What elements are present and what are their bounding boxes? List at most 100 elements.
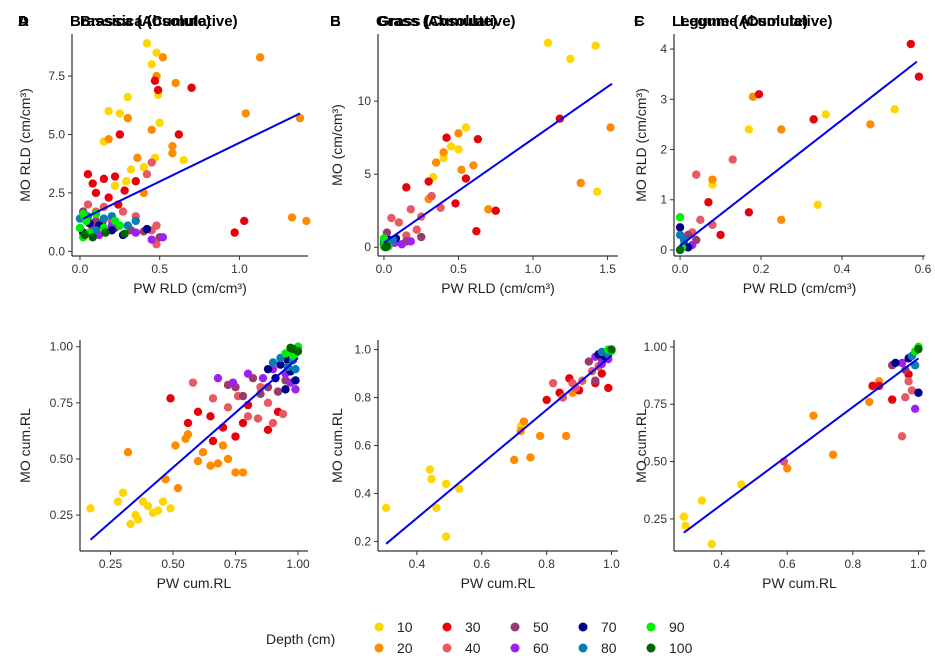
x-axis-label: PW RLD (cm/cm³) xyxy=(441,280,555,296)
data-point-depth-60 xyxy=(228,378,238,387)
y-tick-label: 0.0 xyxy=(48,244,65,258)
data-point-depth-10 xyxy=(425,465,435,474)
data-point-depth-70 xyxy=(107,226,117,235)
regression-line xyxy=(89,357,299,541)
data-point-depth-30 xyxy=(150,76,160,85)
y-axis-label: MO cum.RL xyxy=(633,408,649,483)
data-point-depth-10 xyxy=(179,155,188,165)
data-point-depth-10 xyxy=(439,153,448,163)
x-tick-label: 0.6 xyxy=(779,557,796,571)
legend-label: 20 xyxy=(397,640,413,656)
data-point-depth-20 xyxy=(198,448,208,457)
data-point-depth-10 xyxy=(890,105,899,114)
data-point-depth-10 xyxy=(147,60,156,69)
data-point-depth-10 xyxy=(86,504,95,513)
regression-line xyxy=(683,357,920,534)
data-point-depth-60 xyxy=(131,228,140,237)
x-tick-label: 0.6 xyxy=(473,557,490,571)
y-axis-label: MO RLD (cm/cm³) xyxy=(633,88,649,202)
data-point-depth-10 xyxy=(113,497,123,506)
legend-swatch xyxy=(646,622,656,632)
x-axis-label: PW cum.RL xyxy=(157,575,232,591)
data-point-depth-10 xyxy=(441,532,451,541)
data-point-depth-10 xyxy=(104,106,113,116)
data-point-depth-40 xyxy=(692,170,701,179)
data-point-depth-40 xyxy=(118,207,128,216)
panel-label: A xyxy=(18,13,29,30)
data-point-depth-10 xyxy=(679,512,689,521)
data-point-depth-40 xyxy=(427,191,436,201)
data-point-depth-40 xyxy=(412,225,421,234)
data-point-depth-30 xyxy=(442,133,451,142)
data-point-depth-30 xyxy=(183,418,193,428)
x-tick-label: 0.4 xyxy=(713,557,730,571)
panel-d: D Brassica (Cumulative) 0.25 0.50 0.75 1.00 0.… xyxy=(17,13,310,591)
data-point-depth-20 xyxy=(171,78,180,88)
data-point-depth-70 xyxy=(142,224,152,234)
data-point-depth-90 xyxy=(115,221,125,230)
data-point-depth-80 xyxy=(291,364,300,374)
data-point-depth-30 xyxy=(604,383,613,393)
data-point-depth-10 xyxy=(591,41,600,50)
data-point-depth-30 xyxy=(263,425,273,434)
data-point-depth-10 xyxy=(122,177,131,186)
data-point-depth-90 xyxy=(78,209,88,219)
data-point-depth-80 xyxy=(597,347,606,357)
data-point-depth-10 xyxy=(821,110,831,119)
data-point-depth-20 xyxy=(104,134,113,144)
y-tick-label: 7.5 xyxy=(48,69,65,83)
data-point-depth-30 xyxy=(193,407,203,417)
y-tick-label: 0.25 xyxy=(50,508,74,522)
legend-item-10: 10 xyxy=(374,619,413,635)
data-point-depth-10 xyxy=(566,54,575,64)
data-point-depth-70 xyxy=(263,364,273,374)
panel-title: Legume (Cumulative) xyxy=(680,13,833,30)
data-point-depth-60 xyxy=(147,235,156,244)
y-tick-label: 0 xyxy=(364,240,371,254)
data-point-depth-20 xyxy=(183,430,193,439)
legend-item-20: 20 xyxy=(374,640,413,656)
legend-label: 40 xyxy=(465,640,481,656)
legend-label: 100 xyxy=(669,640,693,656)
x-tick-label: 0.2 xyxy=(753,262,770,276)
legend-swatch xyxy=(510,643,520,653)
data-point-depth-70 xyxy=(683,243,693,252)
data-point-depth-90 xyxy=(675,213,685,222)
data-point-depth-30 xyxy=(230,228,239,237)
x-tick-label: 0.8 xyxy=(538,557,555,571)
legend-swatch xyxy=(578,643,588,653)
data-point-depth-20 xyxy=(777,215,786,225)
panel-label: F xyxy=(634,13,643,30)
regression-line xyxy=(679,60,918,247)
data-point-depth-20 xyxy=(133,153,142,163)
data-point-depth-100 xyxy=(120,229,129,238)
legend-label: 30 xyxy=(465,619,481,635)
panel-title: Legume (Absolute) xyxy=(672,13,808,30)
x-axis-label: PW cum.RL xyxy=(461,575,536,591)
x-tick-label: 0.5 xyxy=(151,262,168,276)
data-point-depth-20 xyxy=(519,417,529,426)
y-tick-label: 1.00 xyxy=(644,340,668,354)
data-point-depth-70 xyxy=(675,223,685,232)
regression-line xyxy=(82,112,301,220)
legend-swatch xyxy=(374,622,384,632)
x-tick-label: 0.4 xyxy=(409,557,426,571)
y-tick-label: 0.6 xyxy=(354,439,371,453)
data-point-depth-20 xyxy=(469,161,478,170)
data-point-depth-10 xyxy=(543,38,553,47)
data-point-depth-30 xyxy=(716,230,725,240)
data-point-depth-40 xyxy=(897,432,907,441)
x-axis-label: PW cum.RL xyxy=(762,575,837,591)
y-tick-label: 2 xyxy=(660,143,667,157)
y-tick-label: 1.00 xyxy=(50,340,74,354)
data-point-depth-40 xyxy=(147,158,156,167)
data-point-depth-20 xyxy=(158,53,168,62)
y-axis-label: MO (cm/cm³) xyxy=(329,104,345,186)
legend-swatch xyxy=(374,643,384,653)
data-point-depth-20 xyxy=(454,129,463,138)
data-point-depth-20 xyxy=(223,454,233,464)
data-point-depth-10 xyxy=(166,504,175,513)
data-point-depth-20 xyxy=(193,457,203,466)
data-point-depth-40 xyxy=(387,213,396,223)
data-point-depth-100 xyxy=(80,230,89,240)
